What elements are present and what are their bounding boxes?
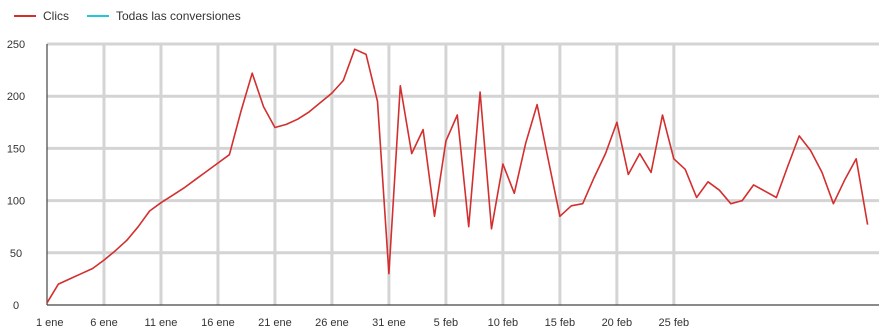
x-tick-label: 16 ene: [201, 317, 235, 329]
x-tick-label: 5 feb: [434, 317, 458, 329]
legend-item-clics[interactable]: Clics: [14, 9, 69, 23]
x-tick-label: 1 ene: [36, 317, 64, 329]
legend: Clics Todas las conversiones: [14, 9, 259, 23]
y-tick-label: 100: [7, 196, 25, 208]
legend-label-clics: Clics: [43, 9, 69, 23]
x-tick-label: 11 ene: [145, 317, 178, 329]
x-tick-label: 31 ene: [372, 317, 406, 329]
y-tick-label: 0: [13, 300, 19, 312]
x-tick-label: 20 feb: [602, 317, 633, 329]
y-tick-label: 200: [7, 91, 25, 103]
x-tick-label: 15 feb: [545, 317, 576, 329]
x-tick-label: 10 feb: [488, 317, 519, 329]
x-tick-label: 25 feb: [659, 317, 690, 329]
legend-swatch-clics: [14, 15, 36, 17]
legend-swatch-conversiones: [87, 15, 109, 17]
y-tick-label: 150: [7, 143, 25, 155]
x-tick-label: 6 ene: [90, 317, 118, 329]
x-tick-label: 21 ene: [258, 317, 292, 329]
x-tick-label: 26 ene: [315, 317, 349, 329]
series-line-0: [46, 48, 869, 304]
y-tick-label: 250: [7, 39, 25, 51]
legend-label-conversiones: Todas las conversiones: [116, 9, 241, 23]
y-tick-label: 50: [10, 248, 22, 260]
legend-item-conversiones[interactable]: Todas las conversiones: [87, 9, 241, 23]
